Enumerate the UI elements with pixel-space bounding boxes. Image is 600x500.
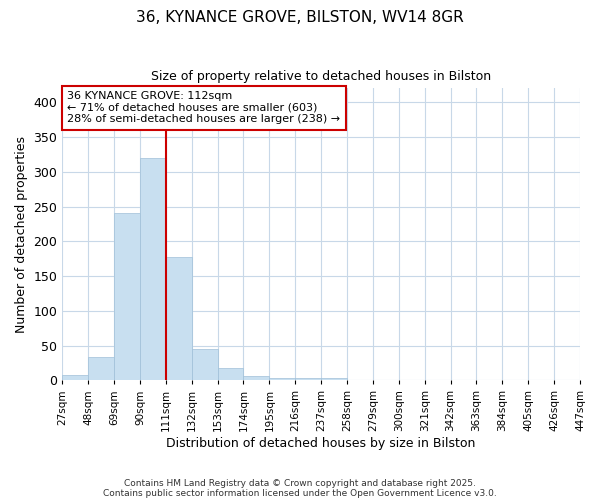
Bar [62, 374, 88, 380]
Title: Size of property relative to detached houses in Bilston: Size of property relative to detached ho… [151, 70, 491, 83]
Bar [269, 378, 295, 380]
Bar [321, 378, 347, 380]
Bar [166, 256, 192, 380]
Text: Contains HM Land Registry data © Crown copyright and database right 2025.: Contains HM Land Registry data © Crown c… [124, 478, 476, 488]
Bar [88, 358, 114, 380]
Bar [114, 214, 140, 380]
X-axis label: Distribution of detached houses by size in Bilston: Distribution of detached houses by size … [166, 437, 476, 450]
Bar [192, 349, 218, 380]
Text: Contains public sector information licensed under the Open Government Licence v3: Contains public sector information licen… [103, 488, 497, 498]
Bar [244, 376, 269, 380]
Bar [218, 368, 244, 380]
Bar [140, 158, 166, 380]
Bar [295, 378, 321, 380]
Y-axis label: Number of detached properties: Number of detached properties [15, 136, 28, 333]
Text: 36, KYNANCE GROVE, BILSTON, WV14 8GR: 36, KYNANCE GROVE, BILSTON, WV14 8GR [136, 10, 464, 25]
Text: 36 KYNANCE GROVE: 112sqm
← 71% of detached houses are smaller (603)
28% of semi-: 36 KYNANCE GROVE: 112sqm ← 71% of detach… [67, 92, 341, 124]
